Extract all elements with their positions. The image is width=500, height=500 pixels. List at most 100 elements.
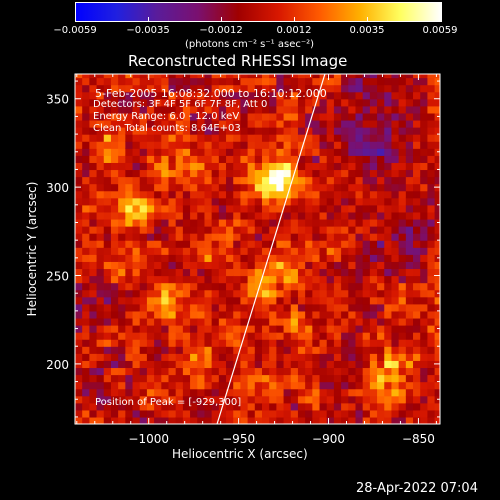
heatmap-cell <box>427 303 436 312</box>
heatmap-cell <box>276 240 285 248</box>
heatmap-cell <box>75 105 83 114</box>
heatmap-cell <box>218 254 227 262</box>
heatmap-cell <box>362 282 371 291</box>
heatmap-cell <box>348 204 357 213</box>
heatmap-cell <box>146 303 155 312</box>
heatmap-cell <box>326 247 335 255</box>
heatmap-cell <box>182 91 191 100</box>
heatmap-cell <box>89 388 98 397</box>
heatmap-cell <box>362 176 371 185</box>
heatmap-cell <box>161 254 170 262</box>
heatmap-cell <box>312 353 321 361</box>
heatmap-cell <box>341 190 349 199</box>
heatmap-cell <box>82 226 90 234</box>
heatmap-cell <box>405 402 414 411</box>
heatmap-cell <box>269 176 277 185</box>
heatmap-cell <box>276 226 285 234</box>
heatmap-cell <box>233 77 242 86</box>
heatmap-cell <box>355 402 364 411</box>
heatmap-cell <box>233 247 242 255</box>
heatmap-cell <box>362 105 371 114</box>
x-tick-label: −900 <box>312 432 345 446</box>
heatmap-cell <box>434 226 440 234</box>
heatmap-cell <box>362 310 371 319</box>
heatmap-cell <box>211 275 220 284</box>
heatmap-cell <box>434 353 440 361</box>
heatmap-cell <box>355 282 364 291</box>
heatmap-cell <box>319 77 328 86</box>
heatmap-cell <box>132 91 141 100</box>
heatmap-cell <box>226 353 234 361</box>
heatmap-cell <box>190 247 198 255</box>
heatmap-cell <box>146 197 155 206</box>
heatmap-cell <box>254 332 263 340</box>
heatmap-cell <box>146 332 155 340</box>
heatmap-cell <box>154 226 162 234</box>
heatmap-cell <box>341 346 349 354</box>
heatmap-cell <box>326 141 335 149</box>
heatmap-cell <box>391 226 400 234</box>
heatmap-cell <box>211 74 220 79</box>
heatmap-cell <box>319 346 328 354</box>
heatmap-cell <box>161 218 170 227</box>
heatmap-cell <box>254 367 263 376</box>
heatmap-cell <box>110 296 119 305</box>
heatmap-cell <box>413 233 421 241</box>
heatmap-cell <box>369 247 378 255</box>
heatmap-cell <box>333 77 342 86</box>
heatmap-cell <box>276 381 285 390</box>
heatmap-cell <box>427 317 436 326</box>
heatmap-cell <box>413 74 421 79</box>
heatmap-cell <box>190 289 198 298</box>
heatmap-cell <box>312 162 321 171</box>
heatmap-cell <box>312 254 321 262</box>
heatmap-cell <box>211 127 220 135</box>
heatmap-cell <box>175 367 184 376</box>
heatmap-cell <box>434 388 440 397</box>
heatmap-cell <box>240 296 249 305</box>
heatmap-cell <box>276 84 285 93</box>
heatmap-cell <box>384 112 393 121</box>
heatmap-cell <box>369 317 378 326</box>
heatmap-cell <box>305 148 313 156</box>
heatmap-cell <box>161 211 170 220</box>
heatmap-cell <box>211 395 220 404</box>
heatmap-cell <box>405 91 414 100</box>
heatmap-cell <box>341 325 349 333</box>
heatmap-cell <box>377 416 385 424</box>
heatmap-cell <box>125 339 134 347</box>
heatmap-cell <box>283 360 292 369</box>
heatmap-cell <box>89 275 98 284</box>
heatmap-cell <box>110 395 119 404</box>
heatmap-cell <box>384 134 393 142</box>
heatmap-cell <box>197 409 206 418</box>
heatmap-cell <box>405 134 414 142</box>
heatmap-cell <box>82 282 90 291</box>
heatmap-cell <box>146 148 155 156</box>
heatmap-cell <box>305 233 313 241</box>
heatmap-cell <box>262 127 270 135</box>
heatmap-cell <box>154 303 162 312</box>
heatmap-cell <box>240 204 249 213</box>
heatmap-cell <box>312 141 321 149</box>
heatmap-cell <box>175 247 184 255</box>
heatmap-cell <box>168 240 177 248</box>
heatmap-cell <box>190 409 198 418</box>
heatmap-cell <box>369 162 378 171</box>
heatmap-cell <box>146 317 155 326</box>
heatmap-cell <box>146 310 155 319</box>
heatmap-cell <box>348 247 357 255</box>
heatmap-cell <box>211 325 220 333</box>
heatmap-cell <box>82 289 90 298</box>
heatmap-cell <box>226 204 234 213</box>
heatmap-cell <box>132 402 141 411</box>
heatmap-cell <box>398 254 407 262</box>
heatmap-cell <box>420 416 429 424</box>
heatmap-cell <box>110 381 119 390</box>
heatmap-cell <box>319 148 328 156</box>
heatmap-cell <box>175 409 184 418</box>
heatmap-cell <box>276 367 285 376</box>
heatmap-cell <box>254 112 263 121</box>
heatmap-cell <box>125 310 134 319</box>
heatmap-cell <box>182 112 191 121</box>
